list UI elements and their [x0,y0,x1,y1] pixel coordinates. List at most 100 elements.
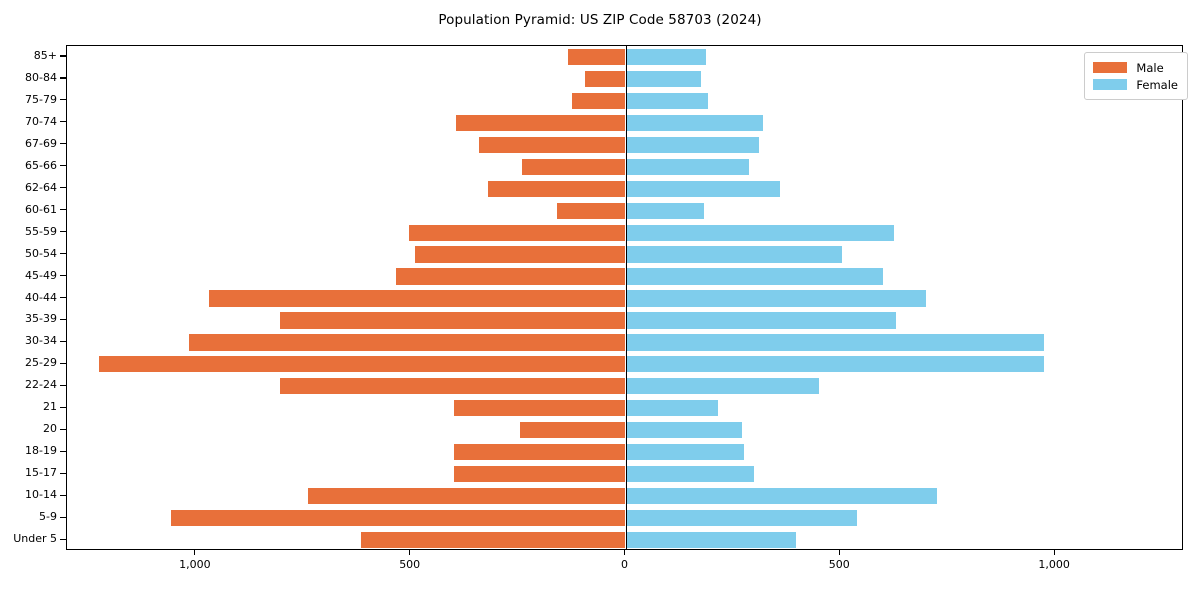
y-tick-mark [60,253,66,255]
bar-female-under-5 [625,531,796,549]
x-tick-label: 1,000 [179,558,211,571]
bar-row [67,48,1182,66]
legend-label-female: Female [1136,77,1178,92]
bar-male-85 [567,48,626,66]
bar-female-55-59 [625,224,894,241]
bar-row [67,400,1182,417]
y-tick-label: 80-84 [25,70,57,84]
bar-male-22-24 [279,378,626,395]
bar-male-18-19 [453,444,626,461]
bar-male-55-59 [408,224,626,241]
bar-male-60-61 [556,202,626,219]
bar-female-25-29 [625,356,1045,373]
bar-row [67,224,1182,241]
bar-male-21 [453,400,626,417]
bars-layer [67,46,1182,549]
y-tick-label: 55-59 [25,224,57,238]
y-tick-label: 35-39 [25,312,57,326]
y-tick-mark [60,340,66,342]
y-tick-label: 15-17 [25,466,57,480]
bar-male-65-66 [522,158,626,175]
y-tick-mark [60,472,66,474]
bar-row [67,312,1182,329]
chart-title: Population Pyramid: US ZIP Code 58703 (2… [438,12,762,28]
bar-female-22-24 [625,378,819,395]
y-tick-mark [60,231,66,233]
bar-male-50-54 [414,246,626,263]
legend-label-male: Male [1136,60,1164,75]
legend-entry-male: Male [1093,59,1178,76]
y-tick-mark [60,187,66,189]
bar-row [67,246,1182,263]
x-tick-mark [838,550,840,555]
bar-row [67,114,1182,131]
bar-female-67-69 [625,136,759,153]
x-tick-label: 1,000 [1038,558,1070,571]
bar-male-15-17 [453,466,626,483]
bar-row [67,444,1182,461]
plot-area [66,45,1183,550]
bar-row [67,422,1182,439]
bar-female-80-84 [625,70,701,88]
bar-male-35-39 [279,312,626,329]
y-tick-label: 60-61 [25,202,57,216]
y-tick-mark [60,318,66,321]
x-tick-mark [1053,550,1055,555]
y-tick-label: 21 [43,400,57,414]
y-tick-mark [60,143,66,145]
bar-male-10-14 [308,487,626,505]
bar-male-25-29 [99,356,626,373]
bar-row [67,268,1182,285]
y-tick-label: 62-64 [25,180,57,194]
y-tick-mark [60,275,66,277]
y-tick-label: 50-54 [25,246,57,260]
bar-female-75-79 [625,92,709,109]
bar-row [67,466,1182,483]
chart-legend: Male Female [1084,52,1188,100]
bar-row [67,378,1182,395]
bar-male-20 [520,422,626,439]
bar-male-70-74 [455,114,626,131]
x-tick-label: 500 [399,558,421,571]
y-tick-label: 85+ [33,48,57,62]
bar-male-62-64 [488,180,626,197]
bar-row [67,356,1182,373]
y-tick-label: 22-24 [25,378,57,392]
y-tick-mark [60,165,66,167]
y-tick-label: 65-66 [25,158,57,172]
y-tick-label: 25-29 [25,356,57,370]
bar-female-60-61 [625,202,705,219]
bar-female-35-39 [625,312,897,329]
bar-row [67,70,1182,88]
y-tick-mark [60,406,66,408]
x-tick-label: 500 [828,558,850,571]
bar-row [67,180,1182,197]
bar-female-70-74 [625,114,763,131]
y-tick-label: 20 [43,422,57,436]
y-tick-mark [60,516,66,518]
y-tick-label: 45-49 [25,268,57,282]
bar-row [67,509,1182,527]
y-tick-label: 10-14 [25,488,57,502]
bar-row [67,487,1182,505]
bar-male-45-49 [395,268,626,285]
bar-female-62-64 [625,180,781,197]
y-tick-mark [60,428,66,430]
bar-female-15-17 [625,466,754,483]
y-tick-mark [60,538,66,540]
bar-female-18-19 [625,444,744,461]
zero-axis-line [625,46,627,549]
bar-female-50-54 [625,246,843,263]
y-tick-label: 18-19 [25,444,57,458]
bar-female-40-44 [625,290,927,307]
y-tick-label: 40-44 [25,290,57,304]
y-tick-label: 30-34 [25,334,57,348]
bar-male-40-44 [208,290,626,307]
bar-row [67,202,1182,219]
y-tick-label: 67-69 [25,136,57,150]
bar-male-67-69 [479,136,626,153]
bar-female-10-14 [625,487,937,505]
bar-row [67,290,1182,307]
bar-female-20 [625,422,743,439]
